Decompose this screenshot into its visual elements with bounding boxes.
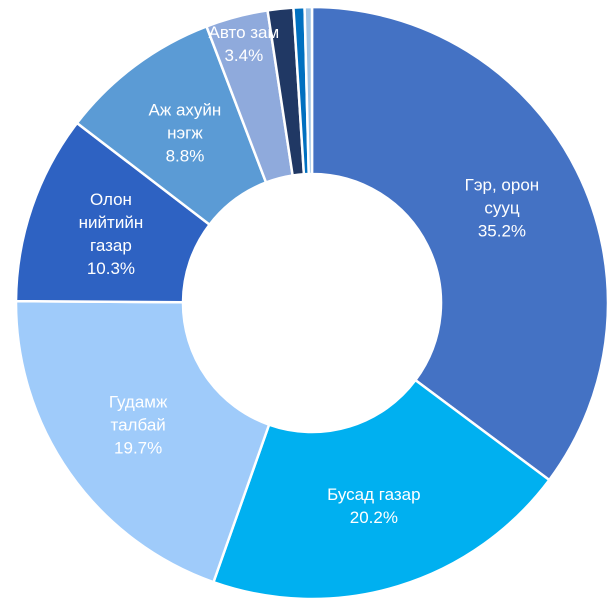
category-label: Гудамж талбай <box>108 392 168 435</box>
category-label: Олон нийтийн газар <box>78 190 144 256</box>
slice <box>303 5 314 176</box>
category-label: Авто зам <box>208 23 280 43</box>
slice <box>14 121 212 304</box>
slice-label: Гудамж талбай 19.7% <box>98 391 178 460</box>
value-label: 3.4% <box>224 46 264 66</box>
value-label: 35.2% <box>477 221 527 241</box>
slice <box>14 299 271 584</box>
slice-label: Гэр, орон сууц 35.2% <box>454 173 549 242</box>
slice-label: Аж ахуйн нэгж 8.8% <box>140 98 230 167</box>
value-label: 20.2% <box>349 508 398 528</box>
value-label: 19.7% <box>114 438 163 458</box>
slice-label: Авто зам 3.4% <box>189 21 299 67</box>
slice <box>310 5 610 482</box>
category-label: Аж ахуйн нэгж <box>148 100 222 143</box>
category-label: Бусад газар <box>327 485 421 505</box>
category-label: Гэр, орон сууц <box>464 175 540 218</box>
value-label: 10.3% <box>86 259 136 279</box>
slice-label: Бусад газар 20.2% <box>309 483 439 529</box>
value-label: 8.8% <box>165 146 205 166</box>
slice <box>211 378 552 601</box>
slice-label: Олон нийтийн газар 10.3% <box>71 188 151 280</box>
